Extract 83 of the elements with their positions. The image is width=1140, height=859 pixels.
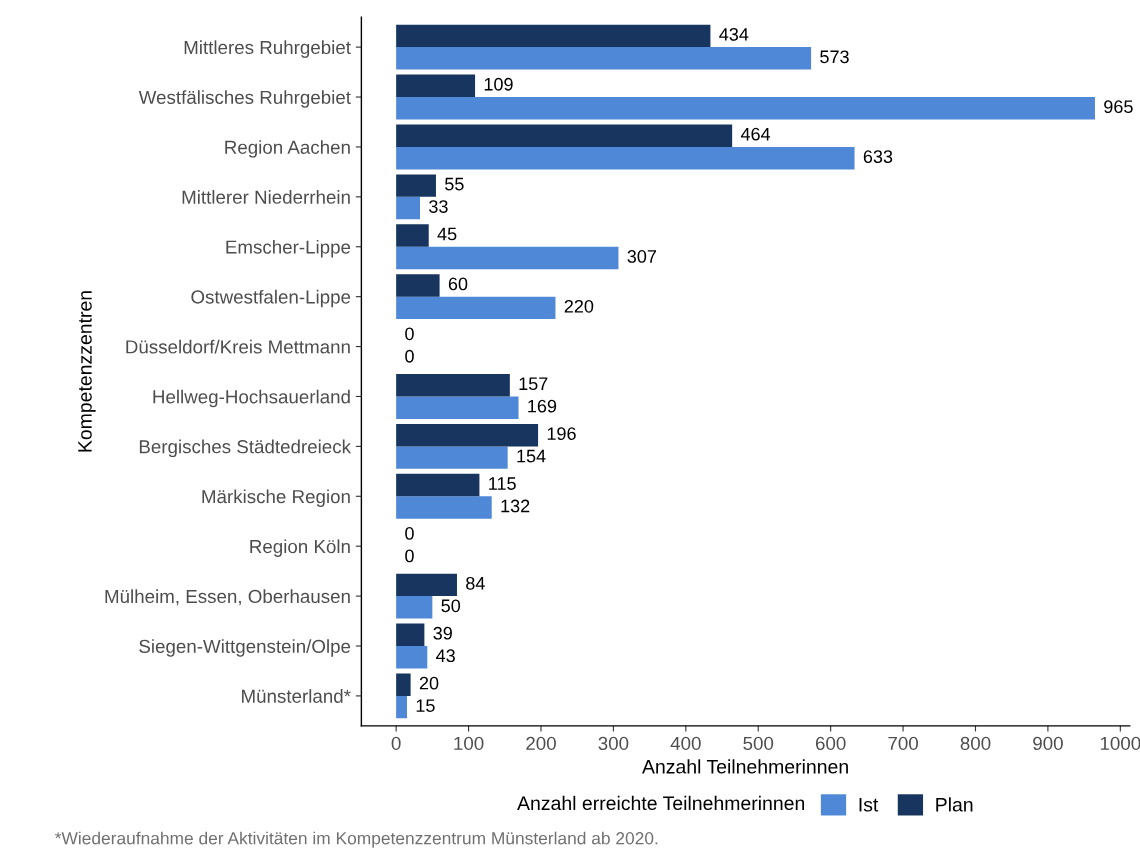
bar xyxy=(396,473,480,497)
x-tick-label: 500 xyxy=(743,736,774,751)
data-label: 132 xyxy=(501,499,530,513)
data-label: 196 xyxy=(547,427,576,440)
legend-label: Ist xyxy=(859,798,879,812)
y-tick-label: Westfälisches Ruhrgebiet xyxy=(138,90,351,108)
data-label: 0 xyxy=(405,327,414,341)
x-tick-label: 100 xyxy=(454,736,484,751)
data-label: 33 xyxy=(429,200,448,213)
legend-title: Anzahl erreichte Teilnehmerinnen xyxy=(517,795,805,811)
bar xyxy=(396,24,711,48)
data-label: 965 xyxy=(1104,100,1133,114)
y-tick-label: Region Köln xyxy=(250,539,350,557)
bar xyxy=(396,224,429,247)
bar xyxy=(396,97,1095,120)
bar xyxy=(396,396,519,419)
y-tick-label: Region Aachen xyxy=(225,140,350,158)
data-label: 60 xyxy=(448,277,468,291)
x-tick-label: 800 xyxy=(960,736,991,751)
y-tick-label: Bergisches Städtedreieck xyxy=(139,439,351,458)
y-tick-label: Siegen-Wittgenstein/Olpe xyxy=(139,639,351,657)
x-axis-title: Anzahl Teilnehmerinnen xyxy=(642,759,848,774)
y-tick-label: Münsterland* xyxy=(242,689,351,703)
data-label: 633 xyxy=(863,150,893,164)
data-label: 20 xyxy=(419,676,439,690)
bar xyxy=(396,174,436,197)
x-tick-label: 700 xyxy=(888,736,918,751)
bar xyxy=(396,146,855,170)
bar xyxy=(396,673,411,696)
y-tick-label: Düsseldorf/Kreis Mettmann xyxy=(126,339,350,354)
bar xyxy=(396,47,812,70)
data-label: 434 xyxy=(719,27,749,41)
bar xyxy=(396,646,428,669)
bar xyxy=(396,246,619,270)
y-tick-label: Mittlerer Niederrhein xyxy=(182,190,350,204)
bar xyxy=(396,74,476,98)
x-tick-label: 400 xyxy=(670,736,701,751)
y-tick-label: Mittleres Ruhrgebiet xyxy=(184,40,351,58)
data-label: 50 xyxy=(441,599,461,613)
data-label: 157 xyxy=(519,377,548,391)
bar xyxy=(396,274,440,297)
data-label: 55 xyxy=(445,177,464,191)
data-label: 307 xyxy=(627,250,657,263)
bar xyxy=(396,296,556,320)
x-tick-label: 300 xyxy=(598,736,629,751)
x-tick-label: 1000 xyxy=(1100,736,1140,751)
y-tick-label: Emscher-Lippe xyxy=(226,239,351,258)
y-tick-label: Hellweg-Hochsauerland xyxy=(153,389,350,408)
data-label: 115 xyxy=(489,477,516,490)
y-tick-label: Märkische Region xyxy=(202,489,350,507)
text: *Wiederaufnahme der Aktivitäten im Kompetenzzentrum Münsterland ab 2020. xyxy=(55,831,658,848)
data-label: 169 xyxy=(528,399,557,413)
bar xyxy=(396,124,733,147)
data-label: 0 xyxy=(405,527,414,540)
data-label: 0 xyxy=(405,549,414,563)
bar xyxy=(396,573,457,597)
bar xyxy=(396,374,510,397)
data-label: 39 xyxy=(433,626,452,640)
data-label: 84 xyxy=(466,576,485,590)
data-label: 573 xyxy=(820,50,849,64)
bar xyxy=(396,623,425,646)
legend-label: Plan xyxy=(936,797,973,812)
data-label: 43 xyxy=(436,649,455,663)
bar xyxy=(396,196,421,220)
data-label: 464 xyxy=(740,127,771,141)
data-label: 0 xyxy=(405,349,414,363)
data-label: 45 xyxy=(437,227,457,241)
bar xyxy=(396,695,407,719)
data-label: 154 xyxy=(517,449,546,463)
data-label: 109 xyxy=(484,77,513,91)
x-tick-label: 0 xyxy=(391,736,401,751)
bar xyxy=(396,446,508,469)
data-label: 15 xyxy=(416,699,435,712)
y-tick-label: Mülheim, Essen, Oberhausen xyxy=(105,589,350,606)
y-tick-label: Ostwestfalen-Lippe xyxy=(191,289,351,308)
bar xyxy=(396,496,492,519)
bar xyxy=(396,423,539,447)
data-label: 220 xyxy=(564,299,594,313)
x-tick-label: 900 xyxy=(1033,736,1063,751)
x-tick-label: 600 xyxy=(815,736,846,751)
bar xyxy=(396,596,433,619)
y-axis-title: Kompetenzzentren xyxy=(78,291,96,452)
x-tick-label: 200 xyxy=(526,736,556,751)
